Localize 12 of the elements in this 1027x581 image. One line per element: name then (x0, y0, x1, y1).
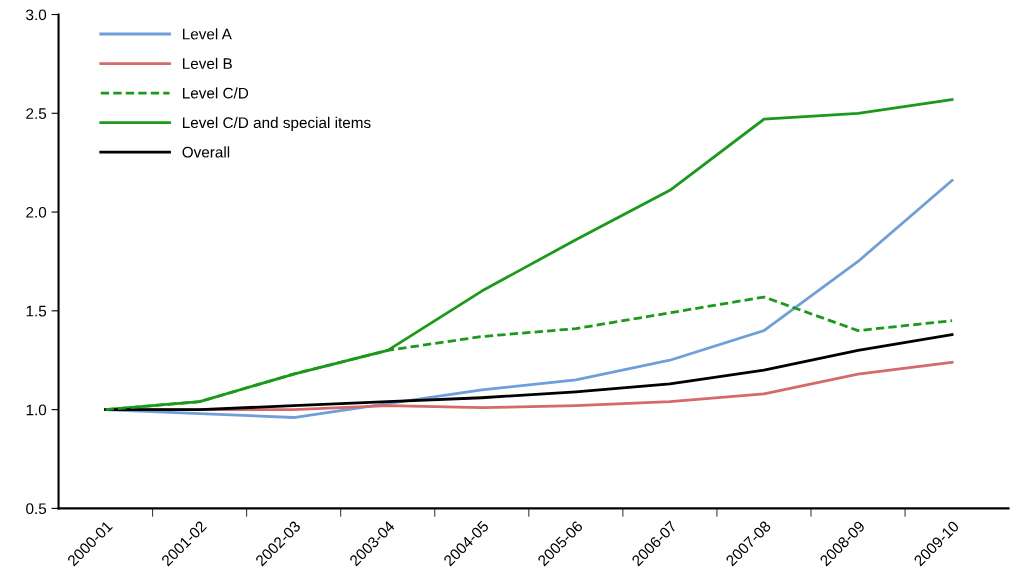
y-tick-label: 3.0 (26, 9, 47, 21)
legend-label: Level B (183, 57, 232, 70)
y-tick-label: 0.5 (26, 503, 47, 515)
y-tick-label: 2.0 (26, 206, 47, 218)
y-tick-label: 2.5 (26, 108, 47, 119)
line-series (104, 333, 954, 411)
legend-label: Overall (182, 146, 230, 158)
legend-label: Level C/D (183, 87, 249, 99)
legend-label: Level A (183, 28, 232, 40)
legend-label: Level C/D and special items (183, 116, 371, 132)
y-tick-label: 1.0 (26, 404, 47, 416)
y-tick-label: 1.5 (26, 305, 47, 317)
